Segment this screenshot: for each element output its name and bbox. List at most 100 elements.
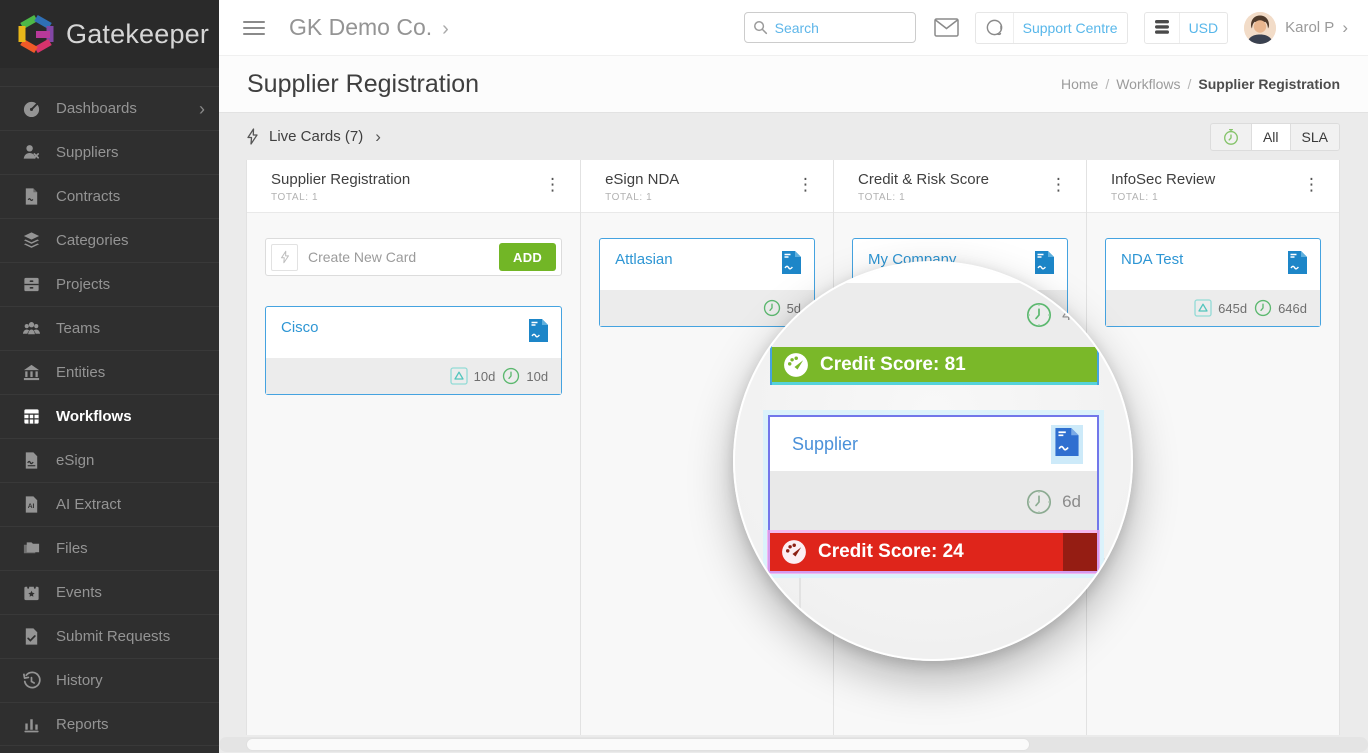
filter-all-button[interactable]: All (1250, 123, 1290, 150)
card-title: Attlasian (615, 251, 673, 268)
age-value: 4d (1062, 305, 1081, 324)
credit-score-label: Credit Score: 24 (818, 541, 964, 562)
column-body: ADD Cisco 10d (247, 213, 580, 735)
sidebar-item-label: Teams (56, 320, 101, 337)
horizontal-scrollbar[interactable] (219, 737, 1368, 752)
sidebar-item-dashboards[interactable]: Dashboards › (0, 86, 219, 130)
company-selector[interactable]: GK Demo Co. › (289, 14, 449, 41)
sidebar-item-teams[interactable]: Teams (0, 306, 219, 350)
kebab-menu-icon[interactable]: ⋮ (544, 175, 562, 194)
sidebar-item-entities[interactable]: Entities (0, 350, 219, 394)
filter-sla-button[interactable]: SLA (1289, 123, 1339, 150)
stopwatch-icon[interactable] (1211, 124, 1251, 150)
support-centre-label: Support Centre (1012, 12, 1127, 43)
column-title: Credit & Risk Score (858, 171, 989, 188)
history-icon (22, 671, 41, 690)
sidebar-item-label: Entities (56, 364, 106, 381)
sla-metric: 10d (450, 367, 495, 385)
column-total: TOTAL: 1 (605, 192, 653, 203)
sidebar-item-files[interactable]: Files (0, 526, 219, 570)
page-title: Supplier Registration (247, 69, 480, 98)
lightning-bolt-icon (247, 128, 258, 145)
company-name: GK Demo Co. (289, 14, 433, 40)
column-divider (799, 558, 801, 659)
breadcrumb-home[interactable]: Home (1060, 76, 1099, 92)
sidebar-item-workflows[interactable]: Workflows (0, 394, 219, 438)
sidebar-item-submit-requests[interactable]: Submit Requests (0, 614, 219, 658)
card-title: NDA Test (1121, 251, 1184, 268)
breadcrumb-workflows[interactable]: Workflows (1116, 76, 1181, 92)
chevron-right-icon: › (199, 98, 205, 119)
column-title: eSign NDA (605, 171, 680, 188)
submit-requests-icon (22, 627, 41, 646)
create-card-input[interactable] (298, 249, 499, 265)
kebab-menu-icon[interactable]: ⋮ (797, 175, 815, 194)
contract-document-icon (1287, 251, 1307, 279)
entities-icon (22, 363, 41, 382)
workflows-icon (22, 407, 41, 426)
column-header: InfoSec Review TOTAL: 1 ⋮ (1087, 160, 1339, 213)
kebab-menu-icon[interactable]: ⋮ (1050, 175, 1068, 194)
sidebar-item-projects[interactable]: Projects (0, 262, 219, 306)
page-header: Supplier Registration Home / Workflows /… (219, 56, 1368, 113)
gauge-icon (782, 540, 806, 564)
contracts-icon (22, 187, 41, 206)
support-centre-button[interactable]: Support Centre (974, 11, 1128, 44)
sidebar-item-label: Projects (56, 276, 111, 293)
sidebar-item-categories[interactable]: Categories (0, 218, 219, 262)
card-footer: 10d 10d (266, 358, 562, 394)
sidebar-item-label: Submit Requests (56, 628, 171, 645)
brand-logo[interactable]: Gatekeeper (0, 0, 219, 68)
currency-selector[interactable]: USD (1143, 11, 1229, 44)
sidebar-item-label: Files (56, 540, 88, 557)
search-input[interactable] (774, 19, 907, 36)
sidebar-item-history[interactable]: History (0, 658, 219, 702)
scrollbar-thumb[interactable] (246, 738, 1030, 751)
age-value: 6d (1062, 492, 1081, 511)
breadcrumb-separator: / (1105, 76, 1110, 92)
sidebar-item-label: Suppliers (56, 144, 119, 161)
sidebar-item-label: Contracts (56, 188, 121, 205)
sidebar-item-events[interactable]: Events (0, 570, 219, 614)
contract-document-icon (1051, 424, 1083, 464)
sidebar-item-label: History (56, 672, 103, 689)
age-value: 646d (1278, 300, 1307, 316)
messages-button[interactable] (933, 18, 959, 37)
live-cards-label: Live Cards (7) (269, 128, 364, 145)
board-toolbar: Live Cards (7) › All SLA (219, 113, 1368, 160)
breadcrumb: Home / Workflows / Supplier Registration (1061, 76, 1340, 92)
column-supplier-registration: Supplier Registration TOTAL: 1 ⋮ ADD (246, 160, 582, 735)
sla-filter-group: All SLA (1209, 122, 1340, 151)
hamburger-menu-icon[interactable] (243, 17, 265, 39)
user-avatar[interactable] (1244, 11, 1277, 44)
sidebar-item-reports[interactable]: Reports (0, 702, 219, 746)
age-value: 10d (526, 368, 549, 384)
sidebar-item-contracts[interactable]: Contracts (0, 174, 219, 218)
magnified-card-my-company: 4d Credit Score: 81 (770, 263, 1099, 385)
clock-icon (1027, 302, 1052, 328)
add-card-button[interactable]: ADD (499, 243, 557, 271)
breadcrumb-current: Supplier Registration (1198, 76, 1340, 92)
age-metric: 10d (502, 367, 548, 385)
ai-extract-icon: AI (22, 495, 41, 514)
kebab-menu-icon[interactable]: ⋮ (1302, 175, 1320, 194)
esign-icon (22, 451, 41, 470)
chevron-right-icon[interactable]: › (1342, 17, 1348, 37)
card-cisco[interactable]: Cisco 10d 10d (265, 306, 563, 395)
currency-label: USD (1178, 12, 1228, 43)
search-box[interactable] (743, 12, 916, 43)
projects-icon (22, 275, 41, 294)
card-nda-test[interactable]: NDA Test 645d 64 (1105, 238, 1321, 327)
live-cards-toggle[interactable]: Live Cards (7) › (246, 127, 381, 147)
sidebar-item-ai-extract[interactable]: AI AI Extract (0, 482, 219, 526)
user-name[interactable]: Karol P (1285, 19, 1335, 36)
sidebar-item-suppliers[interactable]: Suppliers (0, 130, 219, 174)
magnifier-lens-overlay: 4d Credit Score: 81 Supplier 6d (733, 261, 1133, 661)
magnified-card-supplier: Supplier 6d Credit Score: 24 (768, 415, 1099, 573)
column-divider (1103, 558, 1105, 659)
credit-score-label: Credit Score: 81 (820, 353, 966, 375)
sidebar-item-esign[interactable]: eSign (0, 438, 219, 482)
escalation-icon (1194, 299, 1212, 317)
card-title: Cisco (281, 319, 319, 336)
